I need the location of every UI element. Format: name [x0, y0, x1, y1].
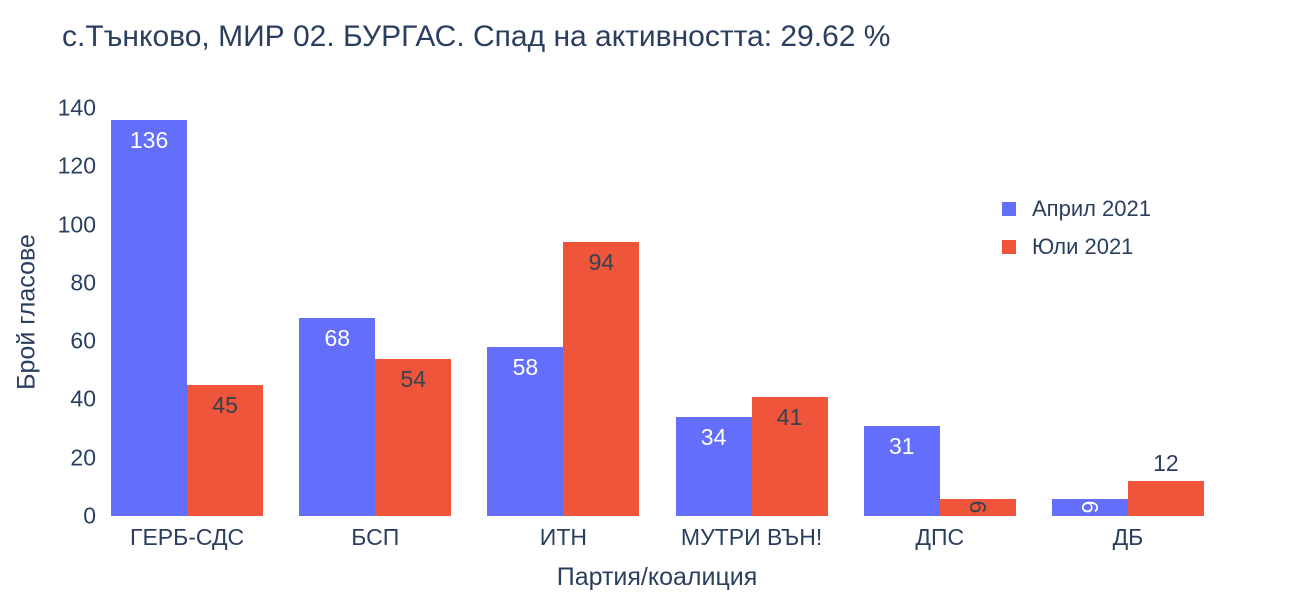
x-tick-label: ИТН: [539, 524, 588, 550]
bar-april-1: [299, 317, 376, 516]
bar-value-label: 12: [1153, 450, 1179, 477]
legend-label-april: Април 2021: [1032, 196, 1152, 221]
bar-value-label: 45: [212, 391, 238, 418]
bar-value-label: 31: [888, 432, 915, 459]
bar-july-4: [939, 498, 1016, 516]
bar-april-5: [1051, 498, 1128, 516]
x-tick-label: БСП: [351, 524, 400, 550]
x-axis-title: Партия/коалиция: [556, 563, 758, 591]
bar-july-2: [563, 242, 640, 516]
x-tick-label: МУТРИ ВЪН!: [680, 524, 823, 550]
y-tick-label: 80: [70, 269, 96, 296]
bar-april-4: [863, 425, 940, 516]
bar-value-label: 41: [776, 403, 803, 430]
bar-july-0: [187, 384, 264, 516]
bar-july-1: [375, 358, 452, 516]
legend-label-july: Юли 2021: [1032, 234, 1134, 259]
bar-value-label: 34: [700, 423, 727, 450]
bar-july-3: [751, 396, 828, 516]
bar-value-label: 58: [512, 353, 539, 380]
bar-value-label: 136: [129, 126, 169, 153]
y-axis-title: Брой гласове: [12, 234, 41, 390]
chart-title: с.Тънково, МИР 02. БУРГАС. Спад на актив…: [62, 20, 891, 53]
legend-swatch-april-icon: [1002, 202, 1016, 216]
y-tick-label: 60: [70, 327, 96, 354]
x-tick-label: ДБ: [1112, 524, 1144, 550]
y-tick-label: 120: [57, 152, 96, 179]
y-tick-label: 20: [70, 444, 96, 471]
legend-item-april-2021[interactable]: Април 2021: [1002, 190, 1151, 228]
x-tick-label: ДПС: [915, 524, 965, 550]
bar-value-label: 54: [400, 365, 427, 392]
legend: Април 2021 Юли 2021: [1002, 190, 1151, 266]
y-tick-label: 0: [83, 502, 96, 529]
x-tick-label: ГЕРБ-СДС: [129, 524, 245, 550]
bar-value-label: 6: [1076, 500, 1103, 514]
y-tick-label: 140: [57, 94, 96, 121]
bar-july-5: [1127, 481, 1204, 516]
legend-item-july-2021[interactable]: Юли 2021: [1002, 228, 1151, 266]
bar-value-label: 6: [964, 500, 991, 514]
bar-april-2: [487, 346, 564, 516]
bar-value-label: 94: [588, 249, 615, 276]
legend-swatch-july-icon: [1002, 240, 1016, 254]
bar-value-label: 68: [324, 324, 351, 351]
bar-april-3: [675, 416, 752, 516]
bar-april-0: [111, 119, 188, 516]
y-tick-label: 100: [57, 211, 96, 238]
y-tick-label: 40: [70, 385, 96, 412]
